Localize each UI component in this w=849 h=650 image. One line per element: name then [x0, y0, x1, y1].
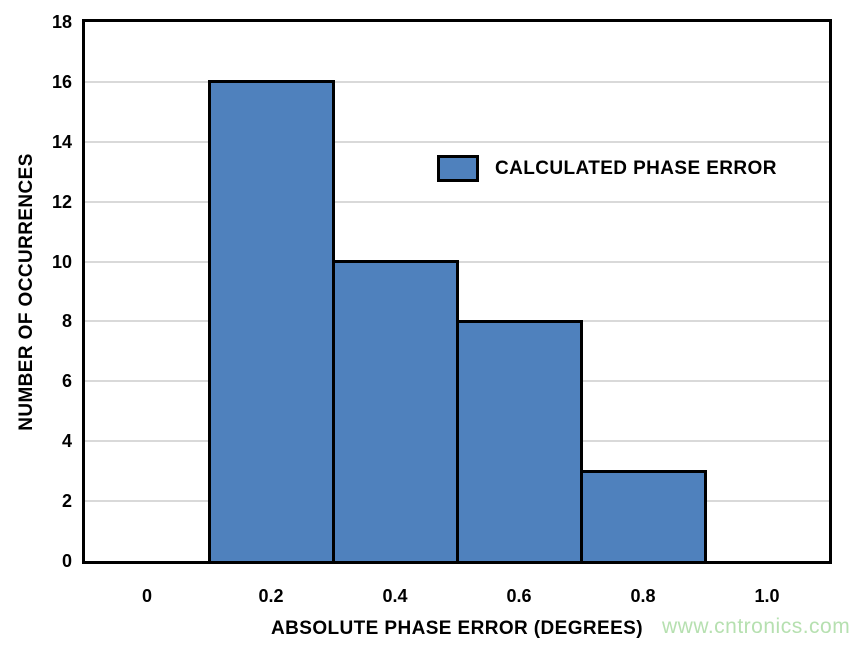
- y-tick-label-0: 0: [61, 551, 72, 571]
- y-tick-label-6: 6: [61, 371, 72, 392]
- x-tick-label-0.2: 0.2: [258, 586, 284, 606]
- x-tick-label-0.8: 0.8: [630, 586, 656, 606]
- y-tick-label-12: 12: [51, 191, 72, 212]
- legend: CALCULATED PHASE ERROR: [437, 155, 777, 182]
- x-axis-title: ABSOLUTE PHASE ERROR (DEGREES): [271, 618, 643, 639]
- y-tick-label-2: 2: [61, 491, 72, 512]
- histogram-bar-0: [207, 80, 335, 564]
- x-tick-label-0: 0: [141, 586, 152, 606]
- gridline-y-12: [85, 200, 829, 203]
- histogram-bar-3: [579, 469, 707, 564]
- gridline-y-14: [85, 140, 829, 143]
- y-tick-label-4: 4: [61, 431, 72, 452]
- legend-swatch-icon: [437, 155, 479, 182]
- y-tick-label-14: 14: [51, 131, 72, 152]
- y-tick-label-18: 18: [51, 12, 72, 32]
- plot-area: [82, 19, 832, 564]
- y-tick-label-16: 16: [51, 71, 72, 92]
- x-tick-label-0.4: 0.4: [382, 586, 408, 606]
- legend-label: CALCULATED PHASE ERROR: [495, 157, 777, 179]
- y-tick-label-8: 8: [61, 311, 72, 332]
- x-tick-label-0.6: 0.6: [506, 586, 532, 606]
- gridline-y-16: [85, 80, 829, 83]
- watermark: www.cntronics.com: [662, 615, 849, 638]
- y-tick-label-10: 10: [51, 251, 72, 272]
- x-tick-label-1.0: 1.0: [754, 586, 780, 606]
- y-axis-title: NUMBER OF OCCURRENCES: [16, 153, 37, 431]
- histogram-bar-2: [455, 319, 583, 564]
- histogram-bar-1: [331, 260, 459, 564]
